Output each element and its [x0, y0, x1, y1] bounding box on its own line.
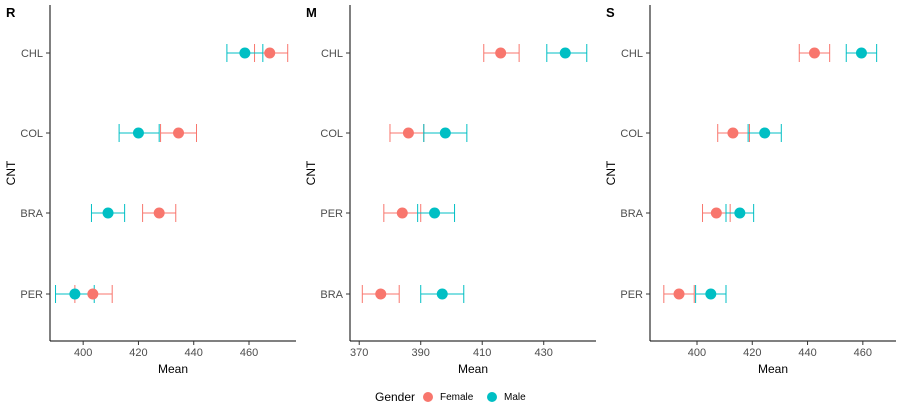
point-female	[396, 207, 408, 219]
x-tick-label: 460	[240, 347, 258, 359]
panels: R 400 420 440 460 PER BRA COL CHL Mean CNT M 370 390 4…	[4, 5, 896, 376]
legend: Gender Female Male	[375, 390, 526, 404]
point-male	[855, 47, 867, 59]
y-axis-title: CNT	[4, 160, 18, 185]
point-female	[808, 47, 820, 59]
point-female	[264, 47, 276, 59]
y-tick-label: PER	[320, 208, 343, 220]
x-tick-label: 400	[688, 347, 706, 359]
x-axis-title: Mean	[758, 362, 788, 376]
x-tick-label: 430	[535, 347, 553, 359]
point-male	[239, 47, 251, 59]
panel-m: M 370 390 410 430 BRA PER COL CHL Mean CNT	[304, 5, 596, 376]
y-tick-label: BRA	[320, 289, 343, 301]
point-male	[759, 127, 771, 139]
y-tick-label: CHL	[621, 48, 643, 60]
x-axis-title: Mean	[158, 362, 188, 376]
x-tick-label: 370	[350, 347, 368, 359]
panel-s: S 400 420 440 460 PER BRA COL CHL Mean CNT	[604, 5, 896, 376]
point-male	[69, 288, 81, 300]
point-male	[559, 47, 571, 59]
point-female	[87, 288, 99, 300]
x-tick-label: 420	[743, 347, 761, 359]
panel-letter: S	[606, 5, 615, 20]
panel-letter: M	[306, 5, 317, 20]
point-female	[710, 207, 722, 219]
y-tick-label: COL	[20, 128, 43, 140]
y-axis-title: CNT	[304, 160, 318, 185]
x-axis-title: Mean	[458, 362, 488, 376]
point-female	[402, 127, 414, 139]
point-male	[439, 127, 451, 139]
y-tick-label: PER	[20, 289, 43, 301]
point-male	[132, 127, 144, 139]
y-axis-title: CNT	[604, 160, 618, 185]
x-tick-label: 440	[798, 347, 816, 359]
x-tick-label: 420	[129, 347, 147, 359]
point-female	[727, 127, 739, 139]
point-female	[495, 47, 507, 59]
legend-label-female: Female	[440, 392, 474, 403]
point-female	[673, 288, 685, 300]
x-tick-label: 390	[412, 347, 430, 359]
y-tick-label: PER	[620, 289, 643, 301]
point-male	[102, 207, 114, 219]
point-male	[734, 207, 746, 219]
x-tick-label: 400	[74, 347, 92, 359]
point-female	[173, 127, 185, 139]
point-female	[153, 207, 165, 219]
panel-r: R 400 420 440 460 PER BRA COL CHL Mean CNT	[4, 5, 296, 376]
y-tick-label: COL	[620, 128, 643, 140]
point-female	[375, 288, 387, 300]
legend-label-male: Male	[504, 392, 526, 403]
point-male	[429, 207, 441, 219]
x-tick-label: 460	[854, 347, 872, 359]
y-tick-label: BRA	[620, 208, 643, 220]
legend-key-female	[423, 392, 433, 402]
point-male	[436, 288, 448, 300]
point-male	[705, 288, 717, 300]
legend-key-male	[487, 392, 497, 402]
y-tick-label: COL	[320, 128, 343, 140]
y-tick-label: CHL	[21, 48, 43, 60]
panel-letter: R	[6, 5, 16, 20]
y-tick-label: BRA	[20, 208, 43, 220]
x-tick-label: 440	[185, 347, 203, 359]
x-tick-label: 410	[473, 347, 491, 359]
y-tick-label: CHL	[321, 48, 343, 60]
legend-title: Gender	[375, 390, 415, 404]
